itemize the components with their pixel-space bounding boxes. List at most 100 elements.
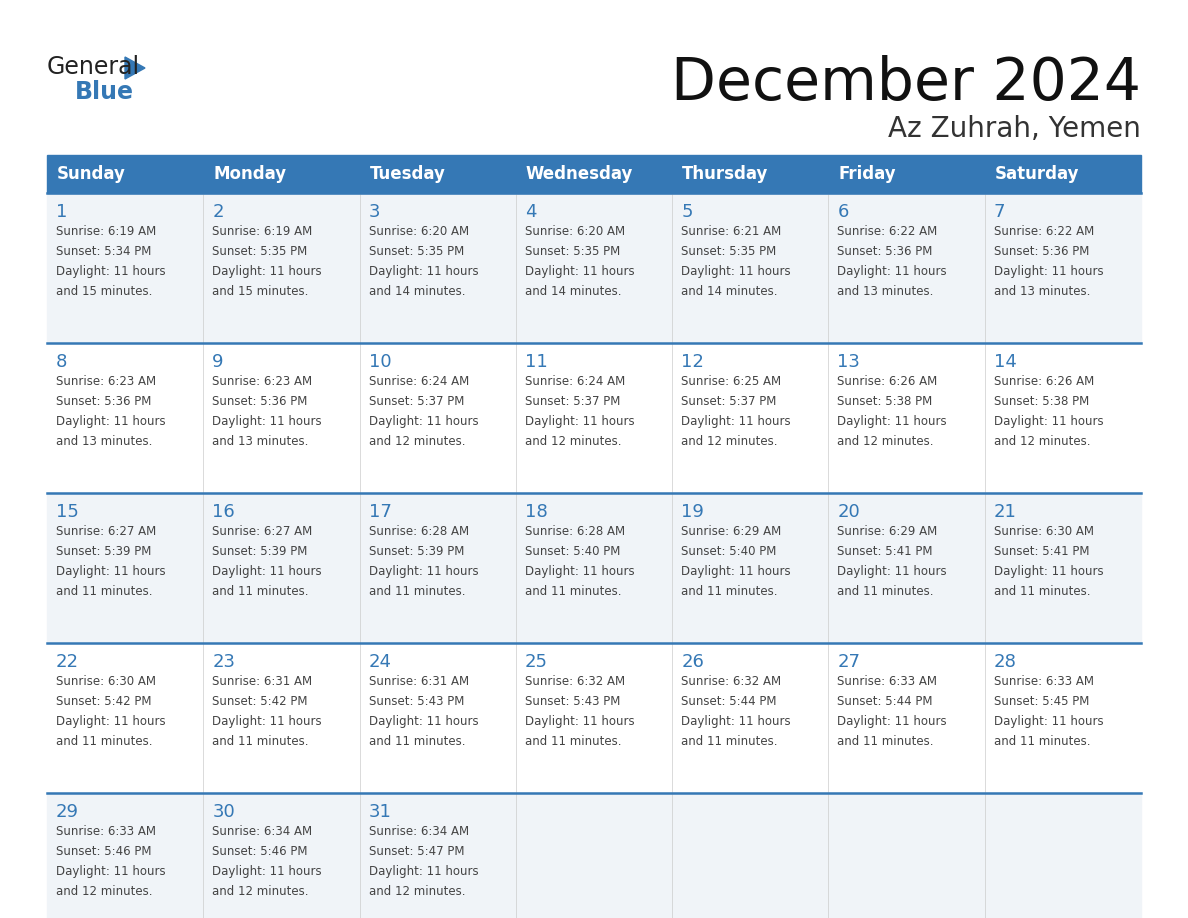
Text: Sunset: 5:37 PM: Sunset: 5:37 PM <box>368 395 465 408</box>
Text: Sunset: 5:43 PM: Sunset: 5:43 PM <box>368 695 465 708</box>
Text: Sunset: 5:37 PM: Sunset: 5:37 PM <box>525 395 620 408</box>
Text: and 12 minutes.: and 12 minutes. <box>993 435 1091 448</box>
Text: and 12 minutes.: and 12 minutes. <box>525 435 621 448</box>
Text: Sunset: 5:41 PM: Sunset: 5:41 PM <box>838 545 933 558</box>
Text: Daylight: 11 hours: Daylight: 11 hours <box>681 265 791 278</box>
Text: and 11 minutes.: and 11 minutes. <box>56 585 152 598</box>
Text: 9: 9 <box>213 353 223 371</box>
Text: 13: 13 <box>838 353 860 371</box>
Bar <box>48 155 1140 193</box>
Text: Daylight: 11 hours: Daylight: 11 hours <box>56 265 165 278</box>
Text: Saturday: Saturday <box>994 165 1079 183</box>
Text: and 11 minutes.: and 11 minutes. <box>681 735 778 748</box>
Text: Sunrise: 6:33 AM: Sunrise: 6:33 AM <box>993 675 1094 688</box>
Text: Daylight: 11 hours: Daylight: 11 hours <box>368 265 479 278</box>
Text: 23: 23 <box>213 653 235 671</box>
Text: and 11 minutes.: and 11 minutes. <box>525 735 621 748</box>
Text: 26: 26 <box>681 653 704 671</box>
Text: Daylight: 11 hours: Daylight: 11 hours <box>368 565 479 578</box>
Text: Sunrise: 6:26 AM: Sunrise: 6:26 AM <box>993 375 1094 388</box>
Text: Daylight: 11 hours: Daylight: 11 hours <box>525 565 634 578</box>
Text: Daylight: 11 hours: Daylight: 11 hours <box>213 865 322 878</box>
Text: Sunset: 5:44 PM: Sunset: 5:44 PM <box>681 695 777 708</box>
Text: and 12 minutes.: and 12 minutes. <box>838 435 934 448</box>
Text: 12: 12 <box>681 353 704 371</box>
Text: Daylight: 11 hours: Daylight: 11 hours <box>56 715 165 728</box>
Text: 25: 25 <box>525 653 548 671</box>
Text: Thursday: Thursday <box>682 165 769 183</box>
Text: Sunset: 5:39 PM: Sunset: 5:39 PM <box>213 545 308 558</box>
Text: and 12 minutes.: and 12 minutes. <box>368 435 465 448</box>
Text: Sunrise: 6:31 AM: Sunrise: 6:31 AM <box>213 675 312 688</box>
Text: Sunrise: 6:19 AM: Sunrise: 6:19 AM <box>56 225 157 238</box>
Text: Daylight: 11 hours: Daylight: 11 hours <box>838 265 947 278</box>
Text: and 14 minutes.: and 14 minutes. <box>681 285 778 298</box>
Text: Daylight: 11 hours: Daylight: 11 hours <box>993 715 1104 728</box>
Text: Daylight: 11 hours: Daylight: 11 hours <box>213 415 322 428</box>
Text: December 2024: December 2024 <box>671 55 1140 112</box>
Text: and 13 minutes.: and 13 minutes. <box>838 285 934 298</box>
Text: Sunset: 5:36 PM: Sunset: 5:36 PM <box>838 245 933 258</box>
Text: and 11 minutes.: and 11 minutes. <box>213 585 309 598</box>
Text: 8: 8 <box>56 353 68 371</box>
Text: Sunrise: 6:32 AM: Sunrise: 6:32 AM <box>525 675 625 688</box>
Text: Sunrise: 6:30 AM: Sunrise: 6:30 AM <box>993 525 1094 538</box>
Text: and 12 minutes.: and 12 minutes. <box>681 435 778 448</box>
Text: Sunset: 5:46 PM: Sunset: 5:46 PM <box>213 845 308 858</box>
Text: 7: 7 <box>993 203 1005 221</box>
Text: Daylight: 11 hours: Daylight: 11 hours <box>525 265 634 278</box>
Text: Sunrise: 6:19 AM: Sunrise: 6:19 AM <box>213 225 312 238</box>
Text: Sunset: 5:38 PM: Sunset: 5:38 PM <box>838 395 933 408</box>
Polygon shape <box>125 57 145 79</box>
Text: Sunrise: 6:29 AM: Sunrise: 6:29 AM <box>681 525 782 538</box>
Text: Sunrise: 6:26 AM: Sunrise: 6:26 AM <box>838 375 937 388</box>
Text: Sunrise: 6:23 AM: Sunrise: 6:23 AM <box>213 375 312 388</box>
Text: 4: 4 <box>525 203 536 221</box>
Text: 11: 11 <box>525 353 548 371</box>
Text: Sunset: 5:35 PM: Sunset: 5:35 PM <box>213 245 308 258</box>
Text: Sunset: 5:42 PM: Sunset: 5:42 PM <box>213 695 308 708</box>
Text: Sunrise: 6:31 AM: Sunrise: 6:31 AM <box>368 675 469 688</box>
Text: Daylight: 11 hours: Daylight: 11 hours <box>213 715 322 728</box>
Text: Daylight: 11 hours: Daylight: 11 hours <box>681 565 791 578</box>
Bar <box>48 643 1140 793</box>
Text: Sunrise: 6:33 AM: Sunrise: 6:33 AM <box>56 825 156 838</box>
Bar <box>48 493 1140 643</box>
Text: Daylight: 11 hours: Daylight: 11 hours <box>681 715 791 728</box>
Text: and 15 minutes.: and 15 minutes. <box>213 285 309 298</box>
Text: and 11 minutes.: and 11 minutes. <box>525 585 621 598</box>
Text: General: General <box>48 55 140 79</box>
Text: and 15 minutes.: and 15 minutes. <box>56 285 152 298</box>
Text: 2: 2 <box>213 203 223 221</box>
Text: Az Zuhrah, Yemen: Az Zuhrah, Yemen <box>889 115 1140 143</box>
Text: Tuesday: Tuesday <box>369 165 446 183</box>
Text: Daylight: 11 hours: Daylight: 11 hours <box>993 415 1104 428</box>
Text: Sunrise: 6:28 AM: Sunrise: 6:28 AM <box>525 525 625 538</box>
Text: and 11 minutes.: and 11 minutes. <box>213 735 309 748</box>
Text: and 13 minutes.: and 13 minutes. <box>56 435 152 448</box>
Text: Wednesday: Wednesday <box>526 165 633 183</box>
Text: and 13 minutes.: and 13 minutes. <box>213 435 309 448</box>
Text: Sunset: 5:46 PM: Sunset: 5:46 PM <box>56 845 152 858</box>
Text: and 11 minutes.: and 11 minutes. <box>838 735 934 748</box>
Text: Daylight: 11 hours: Daylight: 11 hours <box>56 865 165 878</box>
Text: Sunset: 5:36 PM: Sunset: 5:36 PM <box>993 245 1089 258</box>
Text: Sunset: 5:47 PM: Sunset: 5:47 PM <box>368 845 465 858</box>
Text: 22: 22 <box>56 653 78 671</box>
Text: Sunrise: 6:21 AM: Sunrise: 6:21 AM <box>681 225 782 238</box>
Text: Sunrise: 6:34 AM: Sunrise: 6:34 AM <box>368 825 469 838</box>
Text: 21: 21 <box>993 503 1017 521</box>
Text: 20: 20 <box>838 503 860 521</box>
Bar <box>48 193 1140 343</box>
Text: Sunset: 5:35 PM: Sunset: 5:35 PM <box>681 245 777 258</box>
Text: Sunset: 5:37 PM: Sunset: 5:37 PM <box>681 395 777 408</box>
Text: and 12 minutes.: and 12 minutes. <box>368 885 465 898</box>
Text: Sunrise: 6:27 AM: Sunrise: 6:27 AM <box>56 525 157 538</box>
Text: Daylight: 11 hours: Daylight: 11 hours <box>838 715 947 728</box>
Text: Blue: Blue <box>75 80 134 104</box>
Text: Sunset: 5:36 PM: Sunset: 5:36 PM <box>56 395 151 408</box>
Text: 19: 19 <box>681 503 704 521</box>
Text: and 11 minutes.: and 11 minutes. <box>838 585 934 598</box>
Text: 6: 6 <box>838 203 848 221</box>
Text: 31: 31 <box>368 803 392 821</box>
